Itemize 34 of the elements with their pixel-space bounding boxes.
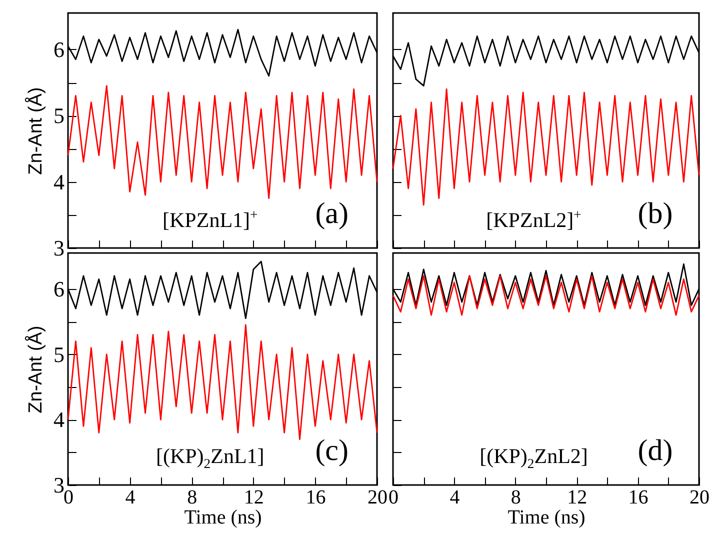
annotation: [KPZnL2]$^{+}$ bbox=[486, 207, 582, 232]
annotation: [(KP)$_{2}$ZnL2] bbox=[480, 444, 588, 471]
x-tick-label: 8 bbox=[187, 486, 198, 508]
x-tick-label: 16 bbox=[306, 486, 326, 508]
x-tick-label: 0 bbox=[64, 486, 74, 508]
x-tick-label: 8 bbox=[510, 486, 521, 508]
y-axis-title: Zn-Ant (Å) bbox=[24, 326, 46, 414]
x-tick-label: 4 bbox=[450, 486, 460, 508]
x-tick-label: 20 bbox=[690, 486, 710, 508]
x-axis-title: Time (ns) bbox=[508, 506, 586, 528]
y-tick-label: 4 bbox=[54, 407, 64, 432]
x-tick-label: 12 bbox=[244, 486, 264, 508]
y-tick-label: 3 bbox=[54, 236, 64, 260]
annotation: [(KP)$_{2}$ZnL1] bbox=[156, 444, 264, 471]
line-series bbox=[67, 324, 378, 440]
y-tick-label: 5 bbox=[54, 342, 64, 367]
y-tick-label: 5 bbox=[54, 103, 64, 128]
annotation: (a) bbox=[315, 196, 348, 230]
annotation: (c) bbox=[315, 434, 348, 468]
annotation: (d) bbox=[638, 434, 673, 468]
x-axis-title: Time (ns) bbox=[184, 506, 262, 528]
y-axis-title: Zn-Ant (Å) bbox=[24, 87, 46, 175]
annotation: (b) bbox=[638, 196, 673, 230]
line-series bbox=[67, 85, 378, 200]
x-tick-label: 4 bbox=[125, 486, 136, 508]
x-tick-label: 0 bbox=[388, 486, 398, 508]
y-tick-label: 6 bbox=[54, 36, 64, 62]
x-tick-label: 12 bbox=[567, 486, 588, 508]
x-tick-label: 20 bbox=[368, 486, 388, 508]
y-tick-label: 6 bbox=[54, 276, 64, 302]
y-tick-label: 3 bbox=[54, 472, 64, 498]
y-tick-label: 4 bbox=[54, 169, 64, 194]
x-tick-label: 16 bbox=[628, 486, 648, 508]
annotation: [KPZnL1]$^{+}$ bbox=[162, 207, 258, 232]
